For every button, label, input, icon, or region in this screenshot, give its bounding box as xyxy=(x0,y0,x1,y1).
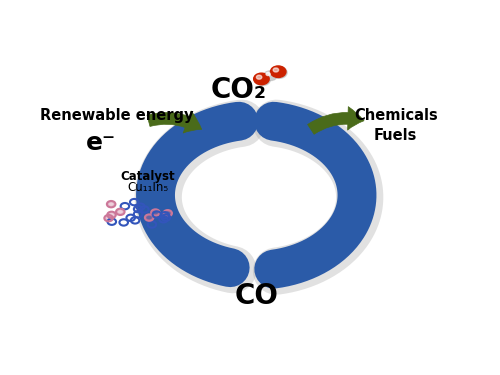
Polygon shape xyxy=(264,112,286,133)
Circle shape xyxy=(146,215,152,220)
Circle shape xyxy=(272,67,287,78)
Circle shape xyxy=(273,68,278,72)
Circle shape xyxy=(108,213,114,217)
Circle shape xyxy=(108,202,114,207)
Text: Cu₁₁In₅: Cu₁₁In₅ xyxy=(127,182,168,194)
Circle shape xyxy=(256,75,262,79)
Polygon shape xyxy=(217,255,240,276)
Circle shape xyxy=(255,74,270,86)
Circle shape xyxy=(152,210,158,215)
Circle shape xyxy=(264,71,276,80)
Circle shape xyxy=(266,72,270,75)
FancyArrowPatch shape xyxy=(308,106,364,134)
Circle shape xyxy=(270,66,286,78)
Text: CO₂: CO₂ xyxy=(211,76,267,104)
Text: Renewable energy: Renewable energy xyxy=(40,108,194,123)
Circle shape xyxy=(164,211,171,216)
Text: Fuels: Fuels xyxy=(374,129,418,144)
Polygon shape xyxy=(267,114,288,135)
Text: e⁻: e⁻ xyxy=(86,131,117,155)
Circle shape xyxy=(254,73,269,85)
Text: Chemicals: Chemicals xyxy=(354,108,438,123)
Circle shape xyxy=(117,210,123,214)
Text: CO: CO xyxy=(234,282,278,310)
Circle shape xyxy=(265,72,277,81)
Text: Catalyst: Catalyst xyxy=(120,170,175,183)
FancyArrowPatch shape xyxy=(147,111,202,133)
Circle shape xyxy=(106,216,112,220)
Polygon shape xyxy=(220,257,242,278)
